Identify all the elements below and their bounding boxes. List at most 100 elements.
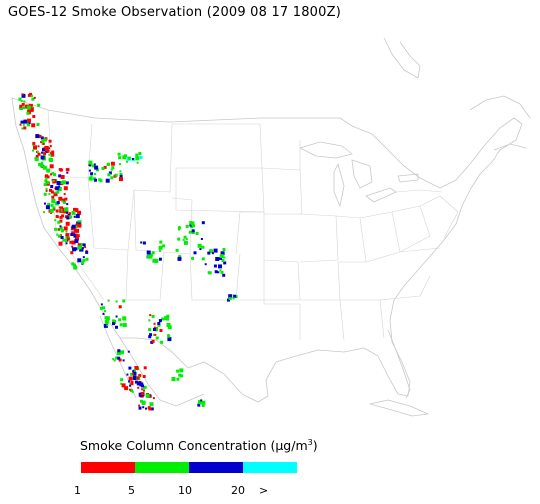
smoke-pixel <box>66 216 70 220</box>
smoke-pixel <box>27 118 31 123</box>
smoke-pixel <box>42 142 45 145</box>
smoke-pixel <box>65 233 70 238</box>
smoke-pixel <box>142 241 146 245</box>
smoke-pixel <box>75 223 78 226</box>
smoke-pixel <box>48 147 51 150</box>
smoke-pixel <box>211 252 214 255</box>
smoke-pixel <box>176 377 180 381</box>
smoke-pixel <box>59 225 62 228</box>
smoke-pixel <box>184 241 187 244</box>
smoke-pixel <box>110 176 114 180</box>
smoke-pixel <box>19 104 23 108</box>
smoke-pixel <box>148 328 152 332</box>
smoke-pixel <box>65 240 67 243</box>
smoke-pixel <box>201 400 206 405</box>
smoke-pixel <box>150 407 154 411</box>
smoke-pixel <box>60 208 64 212</box>
smoke-pixel <box>149 333 152 337</box>
smoke-pixel <box>94 173 97 175</box>
smoke-pixel <box>60 206 64 210</box>
smoke-pixel <box>76 234 80 238</box>
smoke-pixel <box>130 372 134 376</box>
smoke-pixel <box>103 323 108 328</box>
smoke-pixel <box>63 226 68 231</box>
smoke-pixel <box>118 156 122 160</box>
smoke-pixel <box>134 366 139 370</box>
smoke-pixel <box>222 273 226 277</box>
smoke-pixel <box>42 148 45 152</box>
smoke-pixel <box>146 254 151 259</box>
smoke-pixel <box>117 152 121 156</box>
smoke-pixel <box>81 261 85 265</box>
smoke-pixel <box>95 168 99 172</box>
smoke-pixel <box>90 175 93 178</box>
smoke-pixel <box>190 225 194 229</box>
smoke-pixel <box>115 325 118 329</box>
smoke-pixel <box>85 250 89 254</box>
smoke-pixel <box>99 179 103 183</box>
smoke-pixel <box>77 210 82 215</box>
lake-ontario <box>397 173 419 183</box>
smoke-pixel <box>151 339 155 343</box>
smoke-pixel <box>77 220 82 225</box>
smoke-pixel <box>50 190 54 194</box>
smoke-pixel <box>45 205 50 210</box>
smoke-pixel <box>121 383 126 388</box>
smoke-pixel <box>118 358 122 362</box>
smoke-pixel <box>142 406 145 409</box>
smoke-pixel <box>22 123 25 126</box>
smoke-pixel <box>65 242 68 245</box>
legend-tick-20: 20 <box>231 484 245 497</box>
smoke-pixel <box>119 163 121 166</box>
smoke-pixel <box>46 168 51 173</box>
smoke-pixel <box>178 373 182 377</box>
smoke-pixel <box>233 294 237 298</box>
smoke-pixel <box>102 306 105 310</box>
canada-coast-2 <box>469 95 531 119</box>
smoke-pixel <box>143 389 145 392</box>
smoke-pixel <box>122 299 126 303</box>
smoke-pixel <box>50 185 54 188</box>
legend-bin-10-20 <box>189 462 243 473</box>
smoke-pixel <box>191 231 195 234</box>
smoke-pixel <box>146 250 151 255</box>
smoke-pixel <box>31 97 35 101</box>
smoke-pixel <box>23 100 26 103</box>
smoke-pixel <box>143 385 147 389</box>
legend-title: Smoke Column Concentration (μg/m3) <box>80 438 318 454</box>
smoke-pixel <box>71 224 76 229</box>
smoke-pixel <box>200 399 203 402</box>
smoke-pixel <box>37 103 41 107</box>
smoke-pixel <box>48 153 51 156</box>
smoke-pixel <box>58 206 61 209</box>
us-outline <box>11 97 523 403</box>
smoke-pixel <box>185 238 188 240</box>
smoke-pixel <box>171 377 176 381</box>
smoke-pixel <box>127 156 131 160</box>
smoke-pixel <box>166 314 170 318</box>
smoke-pixel <box>48 139 52 143</box>
smoke-pixel <box>70 251 74 255</box>
smoke-pixel <box>20 100 23 103</box>
smoke-pixel <box>149 253 153 257</box>
smoke-pixel <box>119 323 123 327</box>
smoke-pixel <box>70 233 74 236</box>
smoke-pixel <box>45 177 48 180</box>
smoke-pixel <box>155 328 159 332</box>
smoke-pixel <box>204 263 207 266</box>
smoke-pixel <box>222 248 226 251</box>
smoke-pixel <box>178 228 180 231</box>
smoke-pixel <box>39 163 44 168</box>
smoke-pixel <box>153 326 156 329</box>
smoke-pixel <box>220 270 224 274</box>
smoke-pixel <box>141 400 146 405</box>
smoke-pixel <box>66 237 70 241</box>
smoke-pixel <box>158 245 163 250</box>
smoke-pixel <box>129 388 132 391</box>
smoke-pixel <box>54 219 57 222</box>
smoke-pixel <box>49 208 54 213</box>
smoke-pixel <box>162 244 165 248</box>
smoke-pixel <box>82 243 86 247</box>
smoke-pixel <box>129 376 132 379</box>
smoke-pixel <box>200 238 203 240</box>
